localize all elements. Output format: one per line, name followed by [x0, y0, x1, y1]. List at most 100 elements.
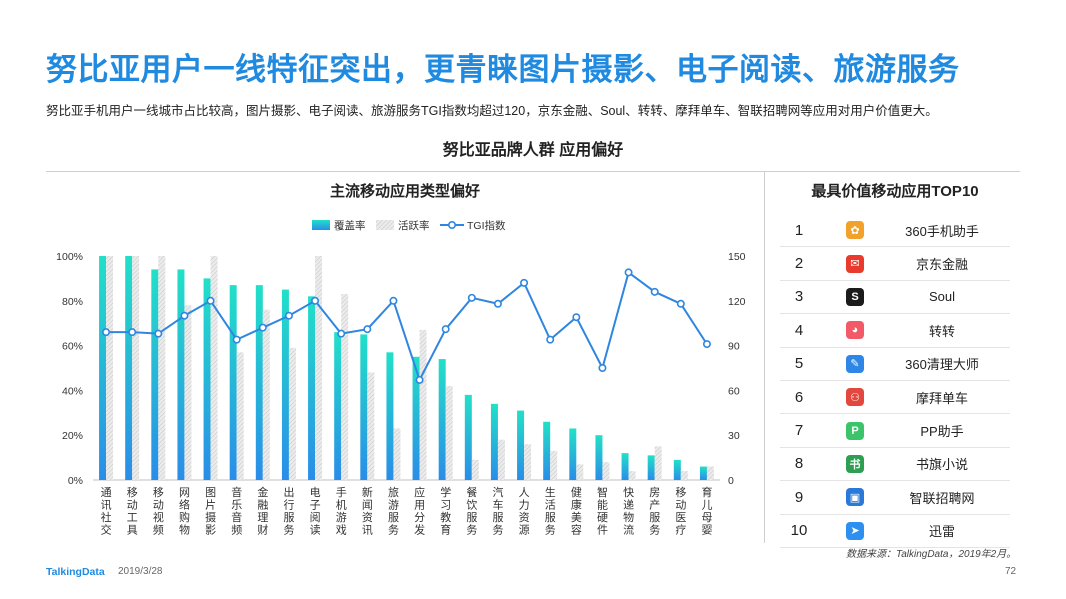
- coverage-bar: [125, 256, 133, 480]
- brand-logo: TalkingData: [46, 566, 105, 578]
- y-left-tick-label: 60%: [62, 341, 83, 353]
- top10-list: 1 ✿ 360手机助手 2 ✉ 京东金融 3 S Soul 4 ◕ 转转 5 ✎ 360清理大师 6 ⚇ 摩拜单车…: [780, 214, 1010, 548]
- active-bar: [288, 347, 296, 480]
- x-tick-label: 汽车服务: [492, 485, 503, 537]
- tgi-point: [650, 287, 659, 296]
- tgi-point: [389, 296, 398, 305]
- zhuanzhuan-icon: ◕: [846, 321, 864, 340]
- legend-label-coverage: 覆盖率: [334, 219, 366, 232]
- top10-rank: 4: [794, 321, 804, 339]
- coverage-bar: [464, 394, 472, 480]
- active-bar: [654, 446, 662, 480]
- tgi-point: [572, 313, 581, 322]
- y-right-tick-label: 30: [728, 430, 740, 442]
- y-left-tick-label: 40%: [62, 385, 83, 397]
- page-number: 72: [1005, 566, 1017, 577]
- top10-rank: 6: [794, 388, 804, 406]
- top10-app-name: 转转: [928, 323, 955, 339]
- x-tick-label: 移动医疗: [675, 486, 686, 537]
- shuqi-icon: 书: [846, 454, 864, 473]
- x-tick-label: 生活服务: [545, 485, 556, 537]
- coverage-bar: [543, 421, 551, 480]
- top10-rank: 1: [794, 221, 804, 239]
- app-preference-chart: 覆盖率 活跃率 TGI指数 0% 20% 40% 60% 80% 100% 0 30 60 90 120…: [56, 219, 746, 537]
- y-right-tick-label: 150: [728, 251, 746, 263]
- x-tick-label: 智能硬件: [597, 485, 608, 537]
- tgi-point: [415, 375, 424, 384]
- x-tick-label: 移动视频: [153, 486, 164, 537]
- active-bar: [471, 459, 479, 480]
- x-tick-label: 快递物流: [623, 486, 634, 537]
- x-tick-label: 通讯社交: [101, 486, 112, 537]
- top10-rank: 9: [794, 488, 804, 506]
- coverage-bar: [673, 459, 681, 480]
- tgi-point: [702, 340, 711, 349]
- active-bar: [106, 256, 114, 480]
- y-left-tick-label: 80%: [62, 296, 83, 308]
- chart-axes: 0% 20% 40% 60% 80% 100% 0 30 60 90 120 150: [56, 251, 746, 487]
- top10-rank: 3: [794, 288, 804, 306]
- page-subtitle: 努比亚手机用户一线城市占比较高，图片摄影、电子阅读、旅游服务TGI指数均超过12…: [46, 104, 938, 118]
- y-left-tick-label: 20%: [62, 430, 83, 442]
- coverage-bar: [647, 455, 655, 480]
- zhaopin-icon: ▣: [846, 488, 864, 507]
- top10-app-name: PP助手: [920, 424, 964, 440]
- coverage-bar: [699, 466, 707, 480]
- y-right-tick-label: 120: [728, 296, 746, 308]
- active-bar: [367, 372, 375, 480]
- x-axis-labels: 通讯社交 移动工具 移动视频 网络购物 图片摄影 音乐音频 金融理财 出行服务 电子阅读 手机游戏…: [101, 485, 713, 537]
- panel-divider: [764, 171, 765, 543]
- top10-rank: 2: [794, 255, 804, 273]
- x-tick-label: 应用分发: [414, 485, 425, 537]
- top10-row: 10 ➤ 迅雷: [780, 515, 1010, 548]
- coverage-bar: [308, 296, 316, 480]
- top10-row: 9 ▣ 智联招聘网: [780, 481, 1010, 515]
- data-source: 数据来源：TalkingData，2019年2月。: [846, 549, 1017, 560]
- top10-app-name: Soul: [928, 289, 956, 305]
- chart-bars: [99, 256, 714, 480]
- tgi-point: [128, 328, 137, 337]
- tgi-point: [102, 328, 111, 337]
- top10-app-name: 360手机助手: [905, 223, 979, 239]
- mobike-icon: ⚇: [846, 388, 864, 407]
- y-left-tick-label: 0%: [68, 475, 83, 487]
- active-bar: [680, 471, 688, 480]
- x-tick-label: 移动工具: [127, 486, 138, 537]
- jd-finance-icon: ✉: [846, 254, 864, 273]
- top10-row: 7 P PP助手: [780, 414, 1010, 448]
- top10-row: 8 书 书旗小说: [780, 448, 1010, 482]
- top10-app-name: 360清理大师: [905, 357, 979, 373]
- active-bar: [236, 352, 244, 480]
- coverage-bar: [334, 332, 342, 480]
- tgi-point: [206, 296, 215, 305]
- active-bar: [341, 294, 349, 480]
- coverage-bar: [517, 410, 525, 480]
- tgi-point: [284, 311, 293, 320]
- coverage-bar: [203, 278, 211, 480]
- x-tick-label: 学习教育: [440, 485, 451, 537]
- x-tick-label: 健康美容: [571, 486, 582, 537]
- xunlei-icon: ➤: [846, 521, 864, 540]
- active-bar: [158, 256, 166, 480]
- tgi-polyline: [106, 270, 708, 383]
- top10-app-name: 书旗小说: [915, 457, 968, 473]
- top10-app-name: 迅雷: [928, 524, 955, 540]
- x-tick-label: 电子阅读: [310, 486, 321, 537]
- top10-rank: 7: [794, 422, 804, 440]
- pp-assistant-icon: P: [846, 421, 864, 440]
- legend-label-tgi: TGI指数: [467, 219, 506, 232]
- active-bar: [210, 256, 218, 480]
- active-bar: [497, 439, 505, 480]
- tgi-line: [102, 268, 711, 384]
- active-bar: [706, 466, 714, 480]
- top10-rank: 10: [790, 522, 808, 540]
- x-tick-label: 餐饮服务: [466, 485, 477, 537]
- tgi-point: [676, 299, 685, 308]
- chart-title: 主流移动应用类型偏好: [329, 183, 480, 200]
- active-bar: [184, 305, 192, 480]
- active-bar: [262, 309, 270, 480]
- tgi-point: [520, 278, 529, 287]
- tgi-point: [598, 364, 607, 373]
- x-tick-label: 新闻资讯: [362, 485, 373, 537]
- top10-row: 6 ⚇ 摩拜单车: [780, 381, 1010, 415]
